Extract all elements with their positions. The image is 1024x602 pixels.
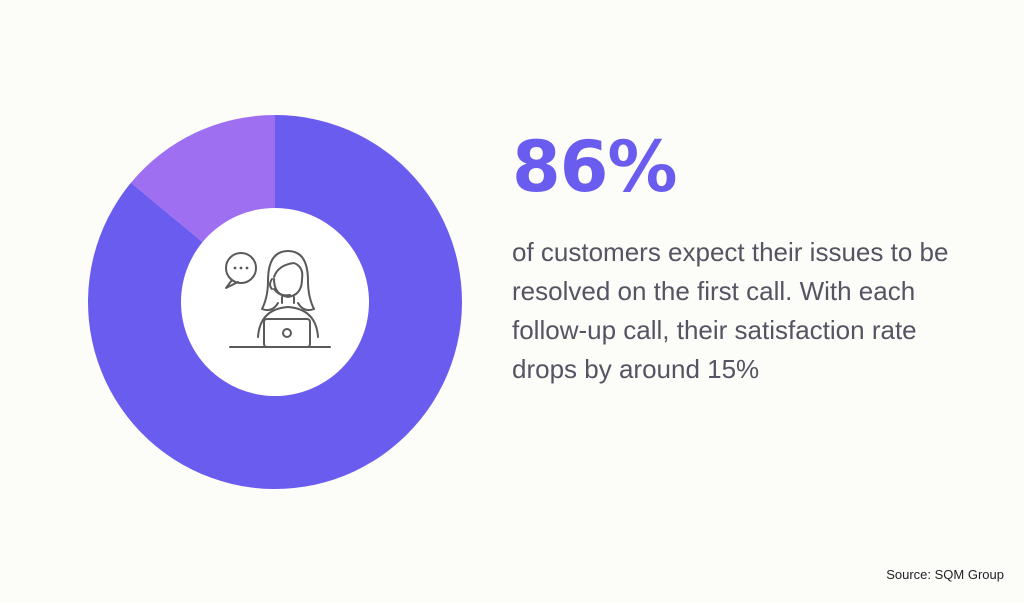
agent-figure-icon: [229, 250, 331, 348]
donut-chart: [88, 115, 462, 489]
stat-description: of customers expect their issues to be r…: [512, 237, 949, 384]
headline-stat: 86%: [512, 126, 678, 208]
speech-bubble-icon: [225, 252, 257, 289]
donut-hole: [181, 208, 369, 396]
source-credit: Source: SQM Group: [886, 567, 1004, 582]
customer-support-agent-icon: [225, 250, 331, 348]
